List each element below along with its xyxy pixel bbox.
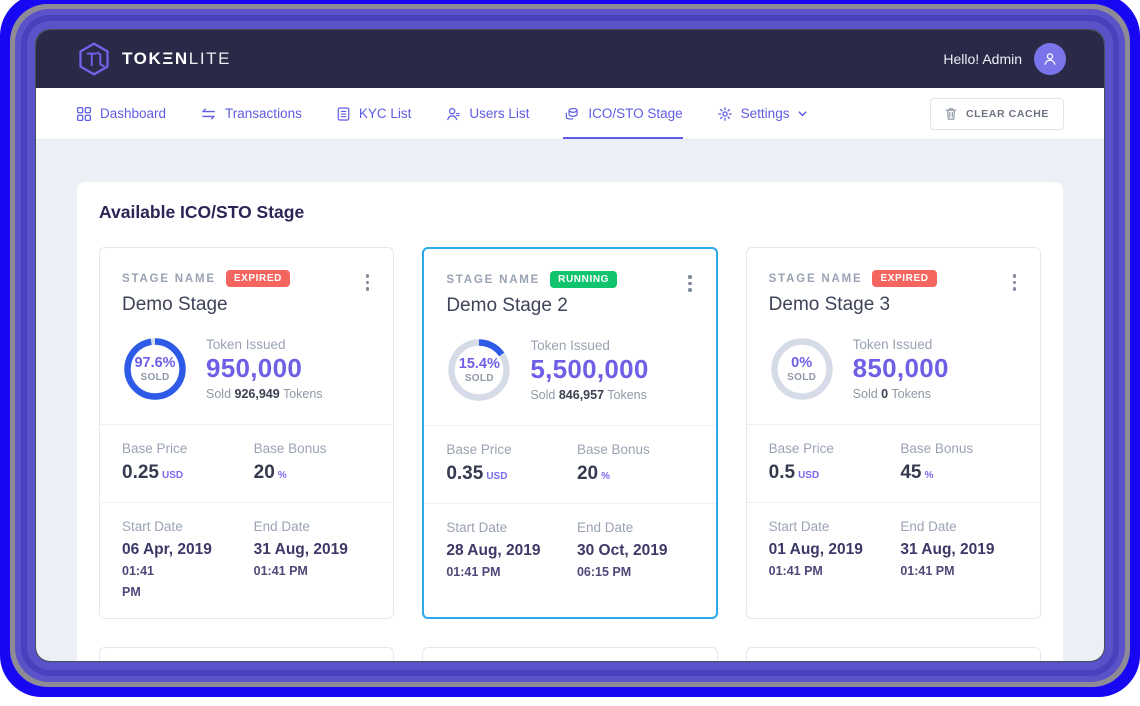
stage-cards-row-2 <box>99 647 1041 661</box>
token-issued-value: 850,000 <box>852 353 949 383</box>
end-date-cell: End Date 30 Oct, 2019 06:15 PM <box>576 520 668 579</box>
stage-name: Demo Stage <box>122 294 228 315</box>
greeting-text: Hello! Admin <box>943 51 1022 67</box>
sold-percent: 97.6% <box>134 354 176 371</box>
token-issued-value: 950,000 <box>206 353 303 383</box>
nav-item-ico-sto-stage[interactable]: ICO/STO Stage <box>563 88 683 139</box>
more-vertical-icon[interactable] <box>1011 270 1019 295</box>
sold-donut-chart: 15.4% SOLD <box>446 337 512 403</box>
sold-caption: SOLD <box>140 371 170 383</box>
sold-caption: SOLD <box>464 372 494 384</box>
chevron-down-icon <box>799 111 807 117</box>
stage-name-label: STAGE NAME <box>768 272 863 285</box>
sold-tokens-line: Sold 846,957 Tokens <box>530 388 647 402</box>
base-price-cell: Base Price 0.35 USD <box>446 442 512 484</box>
kyc-list-icon <box>337 106 350 121</box>
token-issued-label: Token Issued <box>530 338 610 353</box>
stage-name: Demo Stage 2 <box>446 295 568 316</box>
stage-card-partial <box>745 647 1041 661</box>
stage-cards-grid: STAGE NAME EXPIRED Demo Stage <box>99 247 1041 619</box>
base-price-cell: Base Price 0.25 USD <box>122 441 188 483</box>
content-panel: Available ICO/STO Stage STAGE NAME EXPIR… <box>77 182 1063 661</box>
sold-donut-chart: 0% SOLD <box>769 336 835 402</box>
token-issued-value: 5,500,000 <box>530 354 649 384</box>
clear-cache-button[interactable]: CLEAR CACHE <box>929 97 1064 130</box>
page-title: Available ICO/STO Stage <box>99 202 305 222</box>
token-issued-label: Token Issued <box>852 337 933 352</box>
token-issued-label: Token Issued <box>206 337 286 352</box>
start-date-cell: Start Date 06 Apr, 2019 01:41 PM <box>122 519 212 599</box>
status-badge: EXPIRED <box>872 270 937 287</box>
topbar: TOKΞNLITE Hello! Admin <box>36 30 1104 88</box>
user-avatar[interactable] <box>1034 43 1066 75</box>
nav-item-kyc-list[interactable]: KYC List <box>336 88 412 139</box>
stage-card-partial <box>422 647 718 661</box>
nav-item-users-list[interactable]: Users List <box>445 88 529 139</box>
nav-label: Users List <box>469 106 530 121</box>
user-icon <box>1044 53 1056 65</box>
app-window: TOKΞNLITE Hello! Admin Dashboard <box>36 30 1104 661</box>
status-badge: RUNNING <box>550 271 618 288</box>
base-bonus-cell: Base Bonus 20% <box>576 442 650 484</box>
transactions-icon <box>202 108 215 119</box>
trash-icon <box>945 107 957 120</box>
brand-name: TOKΞNLITE <box>122 49 232 68</box>
start-date-cell: Start Date 01 Aug, 2019 01:41 PM <box>768 519 863 578</box>
base-price-cell: Base Price 0.5 USD <box>768 441 834 483</box>
brand-logo: TOKΞNLITE <box>76 41 231 77</box>
nav-label: ICO/STO Stage <box>588 106 683 121</box>
stage-name-label: STAGE NAME <box>122 272 216 285</box>
base-bonus-cell: Base Bonus 45% <box>900 441 974 483</box>
end-date-cell: End Date 31 Aug, 2019 01:41 PM <box>900 519 995 578</box>
tokenlite-logo-icon <box>76 41 112 77</box>
stage-card-demo-stage-2: STAGE NAME RUNNING Demo Stage 2 <box>422 247 718 619</box>
nav-item-transactions[interactable]: Transactions <box>200 88 302 139</box>
stage-card-partial <box>99 647 395 661</box>
settings-icon <box>717 106 732 121</box>
sold-tokens-line: Sold 0 Tokens <box>852 387 931 401</box>
sold-percent: 0% <box>791 354 813 371</box>
nav-label: KYC List <box>358 106 412 121</box>
more-vertical-icon[interactable] <box>686 271 694 296</box>
sold-donut-chart: 97.6% SOLD <box>122 336 188 402</box>
nav-item-settings[interactable]: Settings <box>717 88 809 139</box>
more-vertical-icon[interactable] <box>364 270 372 295</box>
users-list-icon <box>447 107 460 120</box>
nav-label: Settings <box>740 106 790 121</box>
stage-card-demo-stage: STAGE NAME EXPIRED Demo Stage <box>99 247 395 619</box>
clear-cache-label: CLEAR CACHE <box>965 107 1049 120</box>
base-bonus-cell: Base Bonus 20% <box>253 441 327 483</box>
nav-label: Dashboard <box>100 106 167 121</box>
end-date-cell: End Date 31 Aug, 2019 01:41 PM <box>253 519 348 578</box>
stage-card-demo-stage-3: STAGE NAME EXPIRED Demo Stage 3 <box>745 247 1041 619</box>
ico-sto-stage-icon <box>566 107 579 120</box>
dashboard-icon <box>76 106 92 121</box>
stage-name-label: STAGE NAME <box>446 273 541 286</box>
main-nav: Dashboard Transactions KYC List Users Li… <box>36 88 1104 140</box>
sold-percent: 15.4% <box>458 355 500 372</box>
sold-tokens-line: Sold 926,949 Tokens <box>206 387 323 401</box>
sold-caption: SOLD <box>787 371 817 383</box>
status-badge: EXPIRED <box>225 270 290 287</box>
nav-item-dashboard[interactable]: Dashboard <box>76 88 166 139</box>
start-date-cell: Start Date 28 Aug, 2019 01:41 PM <box>446 520 541 579</box>
nav-label: Transactions <box>225 106 302 121</box>
stage-name: Demo Stage 3 <box>768 294 891 315</box>
